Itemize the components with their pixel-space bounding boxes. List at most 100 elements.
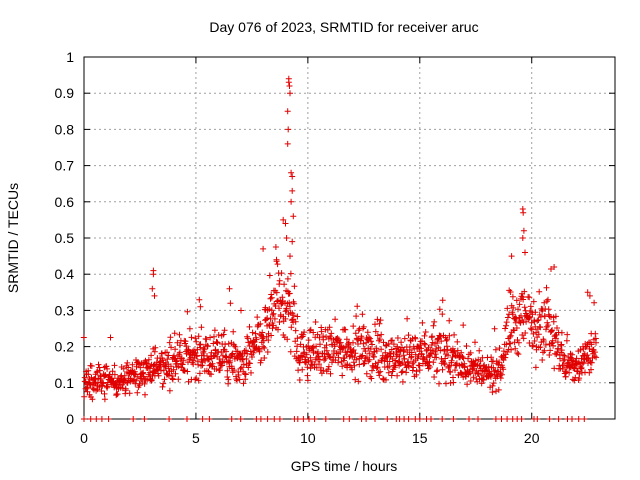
data-point [396,353,403,360]
data-point [547,347,554,354]
data-point [250,338,257,344]
data-point [282,308,289,315]
data-point [535,331,542,338]
grid-lines [84,57,615,419]
data-point [129,361,136,368]
data-point [253,336,260,343]
data-point [516,301,523,308]
data-point [421,332,428,339]
data-point [382,349,389,356]
y-tick-label: 0.7 [55,158,75,174]
data-point [304,364,311,371]
data-point [507,340,514,347]
data-point [389,337,396,344]
data-point [231,367,238,374]
data-point [380,339,387,346]
data-point [318,328,325,335]
y-tick-label: 1 [66,49,74,65]
data-point [359,352,366,359]
data-point [143,360,150,367]
data-point [459,354,466,360]
data-point [513,297,520,304]
data-point [493,388,499,395]
data-point [346,416,353,422]
data-point [109,368,116,375]
data-point [504,314,511,321]
data-point [260,343,267,350]
data-point [184,368,191,375]
data-point [368,338,374,345]
data-point [383,376,389,383]
data-point [126,390,133,397]
data-point [368,375,375,382]
data-point [506,334,513,340]
data-point [502,325,509,332]
data-point [433,368,440,375]
data-point [292,318,299,325]
data-point [531,318,538,325]
data-point [593,339,599,346]
data-point [575,416,582,422]
data-point [166,416,173,422]
data-point [265,337,272,344]
data-point [227,357,234,364]
data-point [558,329,565,336]
data-point [339,345,346,352]
data-point [520,335,527,342]
data-point [530,298,537,305]
data-point [297,356,304,363]
data-point [257,320,264,327]
data-point [350,323,357,330]
data-point [282,315,289,322]
y-tick-label: 0.2 [55,339,75,355]
data-point [205,356,211,363]
data-point [264,315,271,322]
data-point [378,331,385,338]
data-point [130,416,137,422]
data-point [87,416,94,422]
data-point [463,343,470,349]
data-point [341,357,347,364]
data-point [416,367,423,374]
data-point [489,389,496,396]
data-points [80,75,600,422]
data-point [198,324,205,331]
data-point [441,361,448,368]
data-point [195,377,202,384]
data-point [313,343,320,350]
data-point [507,332,514,339]
data-point [507,289,514,295]
data-point [285,79,292,86]
data-point [176,349,183,356]
data-point [98,388,105,394]
data-point [460,322,467,329]
data-point [526,340,533,346]
data-point [548,328,555,334]
data-point [100,380,107,387]
data-point [122,387,129,394]
data-point [335,336,342,343]
data-point [189,348,196,355]
data-point [466,416,472,422]
data-point [566,369,573,376]
data-point [431,318,438,325]
data-point [328,330,335,337]
data-point [137,364,144,371]
data-point [239,356,246,363]
data-point [405,363,412,370]
data-point [339,372,346,379]
data-point [323,342,330,349]
data-point [577,346,584,353]
data-point [447,369,454,376]
data-point [426,364,433,370]
data-point [267,295,274,302]
data-point [243,347,249,354]
data-point [244,350,251,357]
data-point [364,329,371,336]
data-point [287,90,293,97]
data-point [562,368,569,375]
data-point [284,108,291,115]
data-point [228,416,235,422]
y-tick-label: 0.5 [55,230,75,246]
data-point [355,378,362,385]
